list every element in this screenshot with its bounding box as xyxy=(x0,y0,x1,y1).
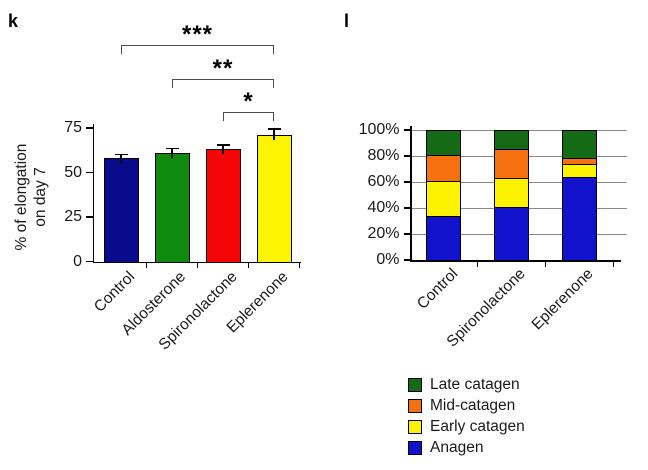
segment-control-late-catagen xyxy=(426,130,461,157)
segment-spironolactone-late-catagen xyxy=(494,130,529,150)
segment-spironolactone-early-catagen xyxy=(494,178,529,209)
y-tick xyxy=(86,127,93,129)
legend-swatch-late-catagen xyxy=(408,377,422,392)
x-tick xyxy=(476,261,479,267)
bar-spironolactone xyxy=(205,149,241,263)
error-bar-line xyxy=(222,144,224,155)
y-tick xyxy=(403,207,410,209)
segment-control-mid-catagen xyxy=(426,154,461,183)
error-bar-cap xyxy=(114,153,128,156)
sig-stars-3: * xyxy=(243,88,254,115)
y-tick xyxy=(403,129,410,131)
segment-eplerenone-late-catagen xyxy=(562,130,597,159)
panel-k-label: k xyxy=(8,11,19,31)
y-tick xyxy=(86,171,93,174)
legend-swatch-mid-catagen xyxy=(408,398,422,413)
y-tick-label: 25 xyxy=(64,208,82,225)
legend-item-early-catagen: Early catagen xyxy=(408,416,525,437)
y-tick-label: 80% xyxy=(367,147,400,164)
sig-bracket-1 xyxy=(121,45,274,54)
segment-spironolactone-mid-catagen xyxy=(494,148,529,180)
x-axis-line xyxy=(92,261,301,263)
x-tick xyxy=(145,263,148,268)
y-tick xyxy=(403,181,410,183)
legend-label-early-catagen: Early catagen xyxy=(430,417,525,435)
x-tick xyxy=(544,261,547,267)
sig-bracket-2 xyxy=(172,78,274,88)
error-bar-line xyxy=(171,148,173,158)
y-axis-line xyxy=(410,126,412,262)
x-tick xyxy=(196,263,199,268)
bar-eplerenone xyxy=(256,135,292,263)
error-bar-cap xyxy=(216,144,230,146)
y-tick-label: 40% xyxy=(367,199,400,216)
y-tick-label: 100% xyxy=(358,121,400,138)
y-tick xyxy=(403,259,410,261)
error-bar-cap xyxy=(267,128,281,130)
error-bar-cap xyxy=(165,147,179,150)
legend-item-mid-catagen: Mid-catagen xyxy=(408,395,525,416)
legend-label-anagen: Anagen xyxy=(430,438,484,456)
error-bar-line xyxy=(273,128,275,141)
segment-control-early-catagen xyxy=(426,180,461,218)
segment-eplerenone-early-catagen xyxy=(562,163,597,179)
x-tick xyxy=(298,263,301,268)
y-tick-label: 50 xyxy=(64,163,82,181)
legend-swatch-early-catagen xyxy=(408,419,422,434)
hair-cycle-legend: Late catagen Mid-catagen Early catagen Anag… xyxy=(408,374,525,458)
y-tick xyxy=(86,260,93,263)
sig-bracket-3 xyxy=(223,112,274,121)
segment-control-anagen xyxy=(426,215,461,262)
y-tick-label: 0 xyxy=(73,252,82,270)
x-category-label-control: Control xyxy=(413,265,461,313)
segment-spironolactone-anagen xyxy=(494,206,529,262)
legend-label-mid-catagen: Mid-catagen xyxy=(430,396,516,414)
legend-item-late-catagen: Late catagen xyxy=(408,374,525,395)
y-tick-label: 0% xyxy=(376,251,400,268)
sig-stars-2: ** xyxy=(212,54,234,82)
segment-eplerenone-anagen xyxy=(562,176,597,262)
y-tick-label: 20% xyxy=(367,225,400,242)
y-tick xyxy=(86,216,93,218)
y-tick-label: 60% xyxy=(367,173,400,190)
error-bar-line xyxy=(120,154,122,164)
x-axis-line xyxy=(410,260,621,262)
y-tick-label: 75 xyxy=(64,119,82,136)
x-tick xyxy=(612,261,615,267)
y-axis-line xyxy=(92,124,94,263)
legend-label-late-catagen: Late catagen xyxy=(430,375,520,393)
x-category-label-eplerenone: Eplerenone xyxy=(528,265,597,334)
y-tick xyxy=(403,233,410,235)
panel-l-label: l xyxy=(344,11,350,31)
legend-swatch-anagen xyxy=(408,440,422,455)
sig-stars-1: *** xyxy=(181,21,214,48)
x-tick xyxy=(247,263,250,268)
legend-item-anagen: Anagen xyxy=(408,437,525,458)
y-tick xyxy=(403,155,410,157)
